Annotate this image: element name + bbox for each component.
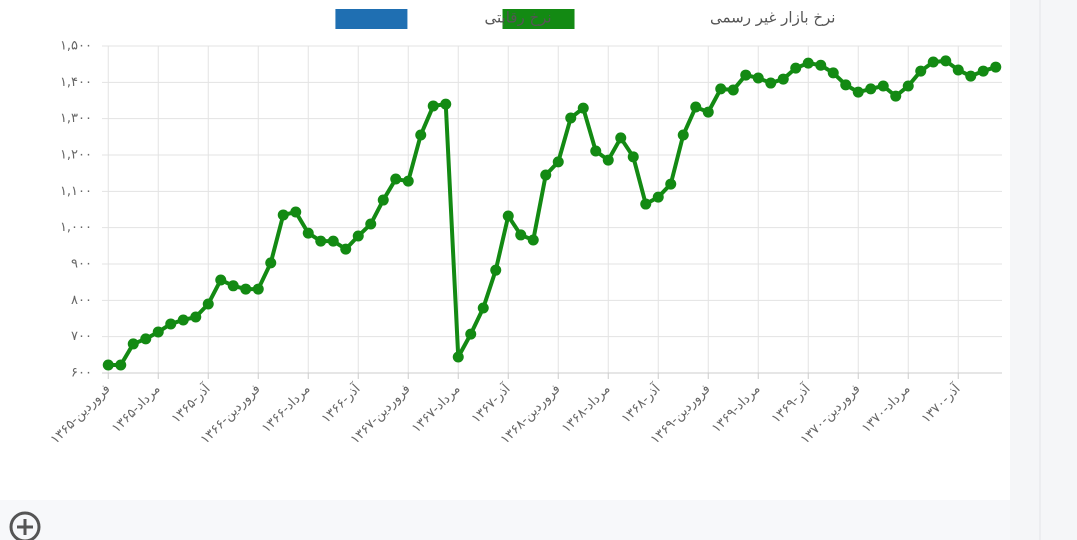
data-point (352, 230, 364, 242)
data-point (852, 86, 864, 98)
legend-swatch (335, 9, 408, 29)
y-tick-label: ۶۰۰ (71, 366, 92, 381)
footer (0, 500, 1010, 540)
data-point (977, 65, 989, 77)
data-point (602, 154, 614, 166)
y-tick-label: ۱,۳۰۰ (60, 111, 92, 126)
data-point (890, 90, 902, 102)
data-point (665, 178, 677, 190)
data-point (677, 129, 689, 141)
data-point (990, 61, 1002, 73)
data-point (740, 69, 752, 81)
data-point (490, 264, 502, 276)
data-point (277, 209, 289, 221)
legend-label: نرخ بازار غیر رسمی (710, 9, 835, 27)
data-point (615, 132, 627, 144)
zoom-icon[interactable] (9, 511, 41, 540)
data-point (165, 318, 177, 330)
data-point (477, 302, 489, 314)
data-point (915, 65, 927, 77)
data-point (427, 100, 439, 112)
data-point (227, 280, 239, 292)
data-point (252, 283, 264, 295)
data-point (702, 106, 714, 118)
data-point (752, 72, 764, 84)
data-point (177, 314, 189, 326)
data-point (415, 129, 427, 141)
data-point (840, 79, 852, 91)
data-point (540, 169, 552, 181)
data-point (290, 206, 302, 218)
legend-swatch (502, 9, 575, 29)
data-point (215, 274, 227, 286)
data-point (552, 156, 564, 168)
data-point (240, 283, 252, 295)
data-point (127, 338, 139, 350)
data-point (190, 311, 202, 323)
data-point (815, 59, 827, 71)
y-tick-label: ۱,۴۰۰ (60, 75, 92, 90)
legend-label: نرخ رقابتی (485, 9, 552, 27)
y-tick-label: ۹۰۰ (71, 257, 92, 272)
data-point (777, 73, 789, 85)
data-point (502, 210, 514, 222)
data-point (440, 98, 452, 110)
data-point (265, 257, 277, 269)
data-point (827, 67, 839, 79)
data-point (465, 328, 477, 340)
data-point (652, 191, 664, 203)
data-point (515, 229, 527, 241)
data-point (627, 151, 639, 163)
y-tick-label: ۸۰۰ (71, 293, 92, 308)
data-point (715, 83, 727, 95)
data-point (877, 80, 889, 92)
data-point (727, 84, 739, 96)
data-point (527, 234, 539, 246)
data-point (790, 62, 802, 74)
data-point (140, 333, 152, 345)
y-tick-label: ۱,۱۰۰ (60, 184, 92, 199)
y-tick-label: ۱,۰۰۰ (60, 220, 92, 235)
data-point (315, 235, 327, 247)
y-tick-label: ۷۰۰ (71, 329, 92, 344)
data-point (690, 101, 702, 113)
data-point (365, 218, 377, 230)
data-point (640, 198, 652, 210)
data-point (327, 235, 339, 247)
data-point (377, 194, 389, 206)
data-point (577, 102, 589, 114)
data-point (390, 173, 402, 185)
data-point (940, 55, 952, 67)
data-point (115, 359, 127, 371)
data-point (902, 80, 914, 92)
data-point (302, 227, 314, 239)
side-panel (1010, 0, 1077, 540)
data-point (865, 83, 877, 95)
data-point (102, 359, 114, 371)
data-point (965, 70, 977, 82)
data-point (765, 77, 777, 89)
data-point (590, 145, 602, 157)
data-point (952, 64, 964, 76)
data-point (565, 112, 577, 124)
data-point (340, 243, 352, 255)
data-point (452, 351, 464, 363)
data-point (202, 298, 214, 310)
data-point (802, 57, 814, 69)
data-point (927, 56, 939, 68)
data-point (152, 326, 164, 338)
y-tick-label: ۱,۵۰۰ (60, 39, 92, 54)
data-point (402, 175, 414, 187)
y-tick-label: ۱,۲۰۰ (60, 148, 92, 163)
